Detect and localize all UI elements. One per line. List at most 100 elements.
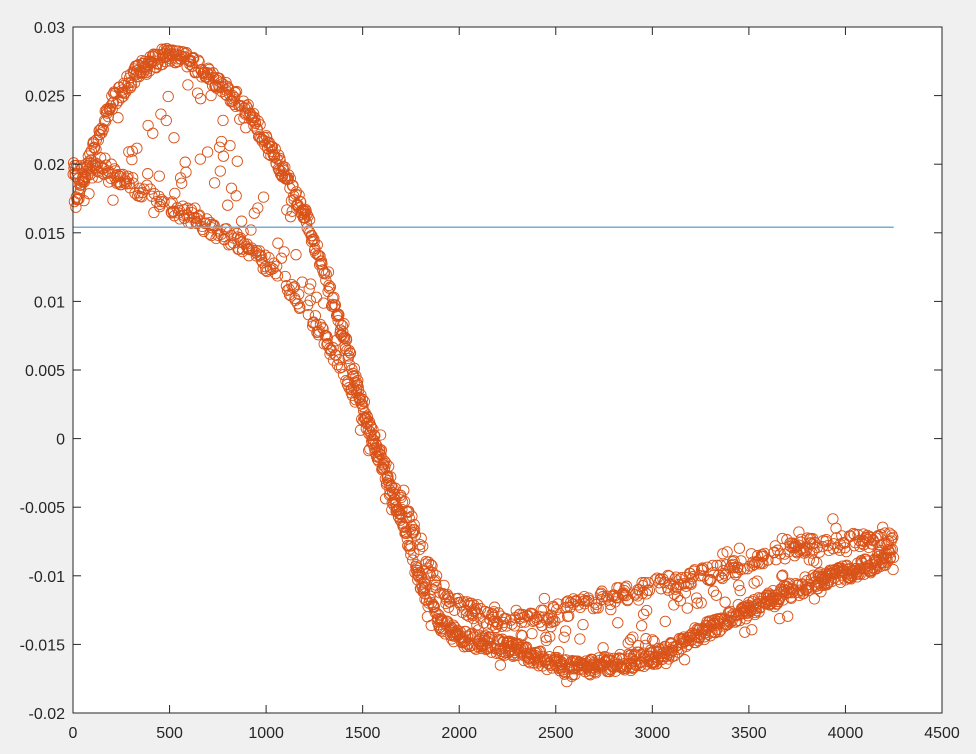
scatter-point [229,87,242,99]
scatter-point [517,608,529,621]
scatter-point [324,281,337,293]
scatter-point [241,238,253,250]
scatter-point [333,309,345,321]
scatter-point [308,235,320,247]
scatter-point [678,654,691,666]
scatter-point [200,71,213,83]
scatter-point [259,249,271,261]
scatter-point [561,610,574,623]
scatter-point [883,527,895,539]
scatter-point [739,626,751,638]
scatter-point [696,562,708,574]
scatter-point [172,45,184,57]
scatter-point [840,545,853,558]
scatter-point [733,542,746,554]
scatter-point [141,63,153,75]
scatter-point [648,656,661,668]
scatter-point [169,187,181,200]
scatter-point [275,252,288,264]
scatter-point [729,616,741,628]
y-tick-label: -0.02 [29,706,66,723]
scatter-point [389,482,401,494]
scatter-point [406,526,418,538]
scatter-point [563,610,575,622]
scatter-point [211,225,224,237]
scatter-point [887,563,899,576]
scatter-point [492,607,505,619]
scatter-point [558,631,570,643]
scatter-point [217,150,230,162]
scatter-point [320,268,332,280]
scatter-point [494,659,507,671]
scatter-point [540,631,552,643]
scatter-point [851,571,863,583]
scatter-point [510,604,522,617]
scatter-point [707,585,720,597]
scatter-point [208,177,221,189]
scatter-point [808,543,820,556]
scatter-point [83,188,95,200]
scatter-point [158,196,170,208]
scatter-point [707,559,719,572]
scatter-point [335,361,348,373]
scatter-point [257,263,269,275]
scatter-point [790,577,802,590]
scatter-point [322,266,335,278]
scatter-point [688,564,701,576]
scatter-point [231,155,243,167]
scatter-point [408,547,420,559]
scatter-point [682,638,694,651]
scatter-point [98,115,111,127]
scatter-point [674,595,686,607]
scatter-point [826,575,838,588]
scatter-point [327,292,339,304]
scatter-point [394,514,406,526]
x-tick-label: 2500 [538,725,574,742]
x-tick-label: 4000 [828,725,864,742]
scatter-point [442,615,454,628]
scatter-point [296,276,308,288]
scatter-point [144,65,156,77]
scatter-point [94,152,107,164]
scatter-point [815,586,827,598]
scatter-point [641,658,653,670]
scatter-point [668,588,680,600]
scatter-point [249,112,261,124]
scatter-point [284,172,296,185]
scatter-point [284,211,297,223]
scatter-point [111,176,123,188]
scatter-point [564,596,577,609]
scatter-point [686,573,698,585]
scatter-point [110,170,122,182]
scatter-point [641,604,653,617]
scatter-point [811,557,823,569]
scatter-point [106,97,119,109]
x-axis: 0 500 1000 1500 2000 2500 3000 3500 4000 4500 [69,27,960,742]
scatter-point [328,291,340,304]
y-tick-label: 0.03 [34,20,65,37]
scatter-point [429,574,442,587]
scatter-point [785,583,798,595]
scatter-point [155,194,168,206]
scatter-point [126,153,138,166]
scatter-point [500,620,513,632]
scatter-point [417,540,429,553]
scatter-point [627,631,639,643]
scatter-point [731,615,743,627]
y-tick-label: -0.01 [29,569,66,586]
scatter-point [84,168,96,181]
axes-background [73,27,942,713]
y-tick-label: 0 [56,432,65,449]
scatter-point [640,633,652,645]
scatter-point [590,667,602,679]
scatter-point [406,510,418,522]
scatter-point [309,310,322,322]
scatter-point [310,291,323,303]
scatter-point [336,320,349,332]
scatter-point [88,136,100,148]
scatter-point [691,597,703,609]
scatter-point [253,245,266,257]
scatter-point [748,558,761,571]
scatter-point [254,119,266,131]
